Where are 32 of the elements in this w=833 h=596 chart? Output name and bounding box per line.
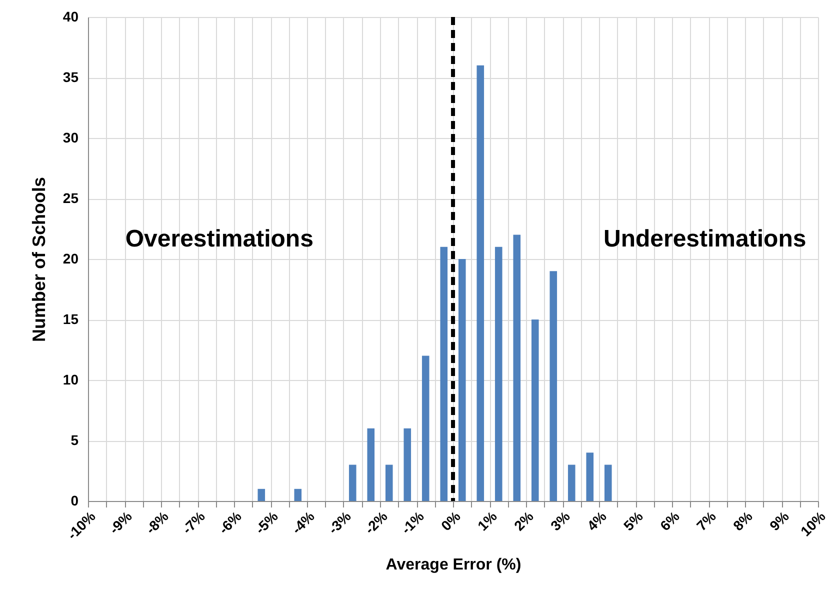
annotation: Overestimations [125,226,314,253]
x-tick-label: 0% [438,508,464,534]
y-tick-label: 0 [70,492,79,508]
y-tick-label: 30 [62,130,79,146]
x-tick-label: -4% [288,508,318,538]
x-tick-label: -9% [106,508,136,538]
x-tick-label: 3% [547,508,574,534]
x-tick-label: 6% [656,508,683,534]
x-tick-label: -7% [178,508,208,538]
y-tick-label: 10 [62,372,79,388]
x-tick-label: 9% [766,508,792,534]
y-tick-label: 15 [62,311,79,327]
y-tick-label: 40 [62,8,79,24]
y-tick-label: 25 [62,190,79,206]
x-tick-label: -8% [142,508,172,538]
y-tick-label: 5 [70,432,79,448]
x-tick-label: 7% [693,508,720,534]
x-tick-label: 8% [730,508,756,534]
x-tick-label: -1% [398,508,428,538]
x-tick-label: -3% [324,508,354,538]
x-axis-title: Average Error (%) [386,556,522,574]
x-tick-label: 5% [620,508,646,534]
x-tick-label: 2% [510,508,537,534]
y-tick-label: 35 [62,69,79,85]
annotation: Underestimations [603,226,806,253]
x-tick-label: 1% [474,508,500,534]
y-tick-label: 20 [62,250,79,266]
x-tick-label: -5% [252,508,282,538]
x-tick-label: -6% [215,508,245,538]
x-tick-label: 4% [584,508,610,534]
y-axis-title: Number of Schools [28,176,49,342]
x-tick-label: -2% [361,508,391,538]
